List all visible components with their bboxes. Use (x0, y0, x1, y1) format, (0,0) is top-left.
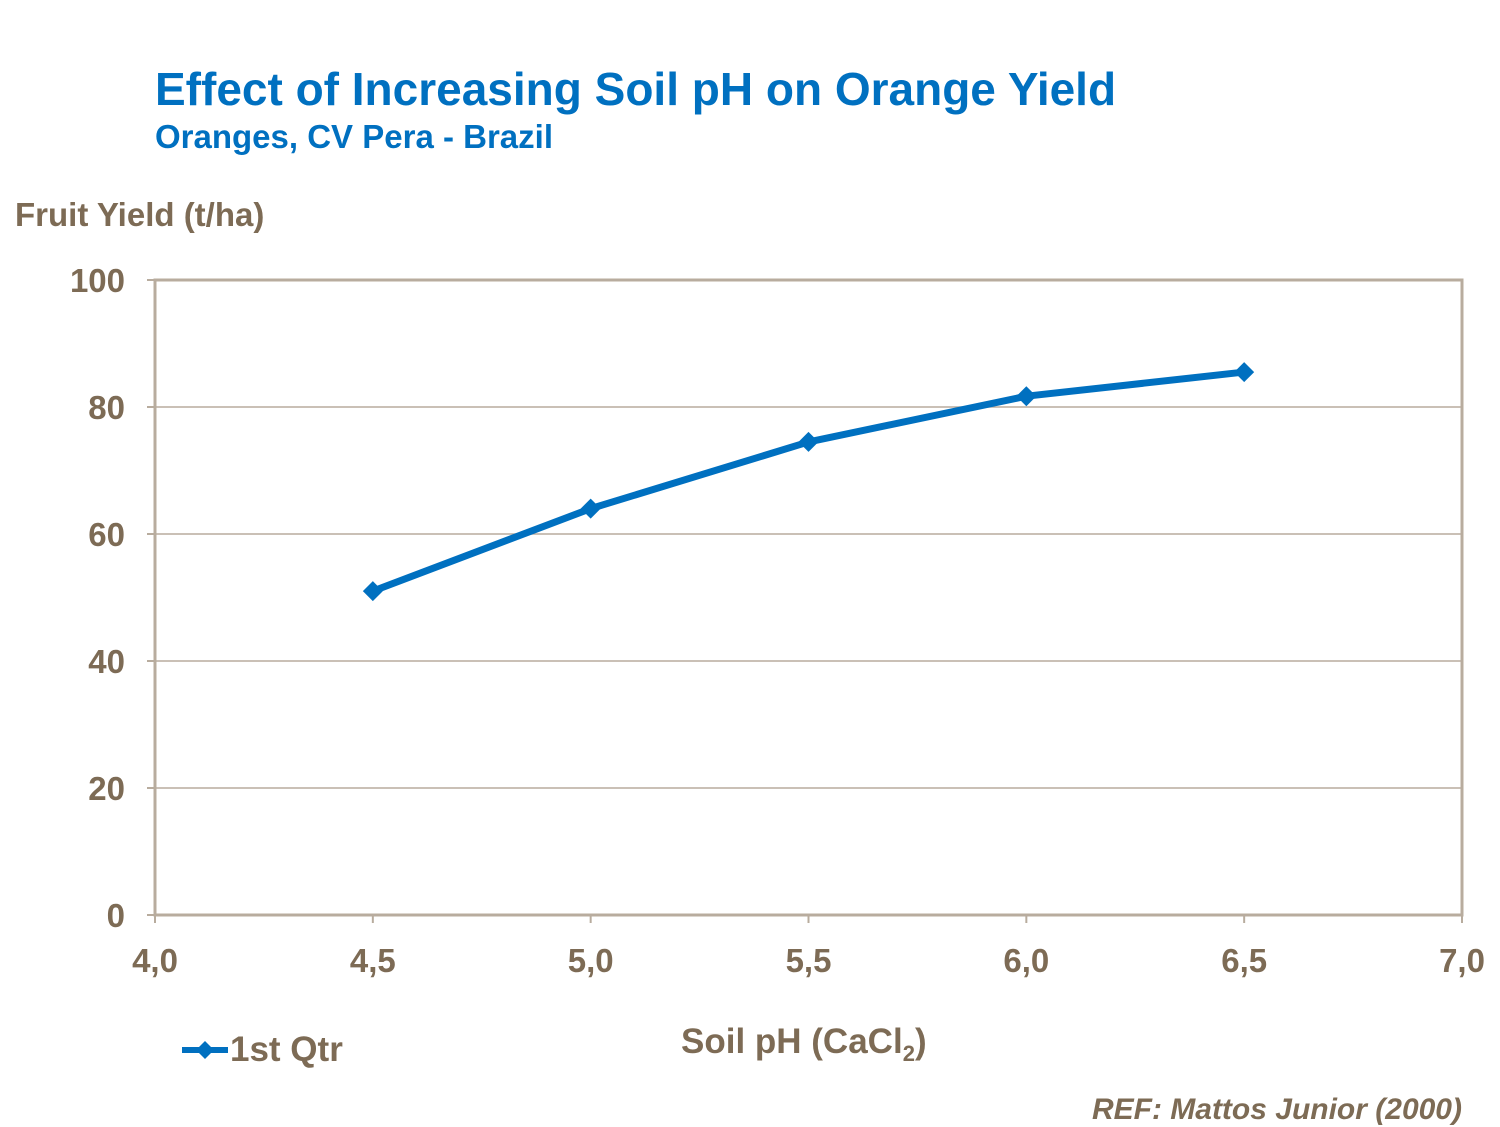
x-tick-label: 6,0 (1003, 942, 1049, 979)
legend-marker-icon (182, 1041, 228, 1059)
legend: 1st Qtr (180, 1030, 343, 1070)
data-point-marker (1234, 362, 1255, 383)
y-tick-label: 80 (88, 389, 125, 426)
x-tick-label: 5,5 (786, 942, 832, 979)
x-axis-label-subscript: 2 (902, 1041, 915, 1066)
x-tick-label: 5,0 (568, 942, 614, 979)
x-tick-label: 6,5 (1221, 942, 1267, 979)
y-tick-label: 60 (88, 516, 125, 553)
chart-subtitle: Oranges, CV Pera - Brazil (155, 118, 553, 155)
y-tick-label: 20 (88, 770, 125, 807)
data-point-marker (580, 498, 601, 519)
x-axis-label: Soil pH (CaCl2) (681, 1022, 927, 1067)
series-line (371, 368, 1245, 595)
y-axis-label: Fruit Yield (t/ha) (15, 196, 265, 233)
legend-label: 1st Qtr (230, 1030, 343, 1069)
reference-note: REF: Mattos Junior (2000) (1091, 1093, 1462, 1126)
x-tick-label: 4,0 (132, 942, 178, 979)
chart-title: Effect of Increasing Soil pH on Orange Y… (155, 63, 1117, 115)
data-point-marker (1016, 386, 1037, 407)
x-axis-label-main: Soil pH (CaCl (681, 1022, 903, 1061)
y-tick-label: 100 (70, 262, 125, 299)
y-tick-label: 40 (88, 643, 125, 680)
data-point-marker (798, 431, 819, 452)
x-axis-label-end: ) (914, 1022, 927, 1061)
data-point-marker (362, 581, 383, 602)
x-tick-label: 4,5 (350, 942, 396, 979)
x-tick-label: 7,0 (1439, 942, 1485, 979)
plot-border (153, 278, 1464, 917)
y-tick-label: 0 (107, 897, 125, 934)
